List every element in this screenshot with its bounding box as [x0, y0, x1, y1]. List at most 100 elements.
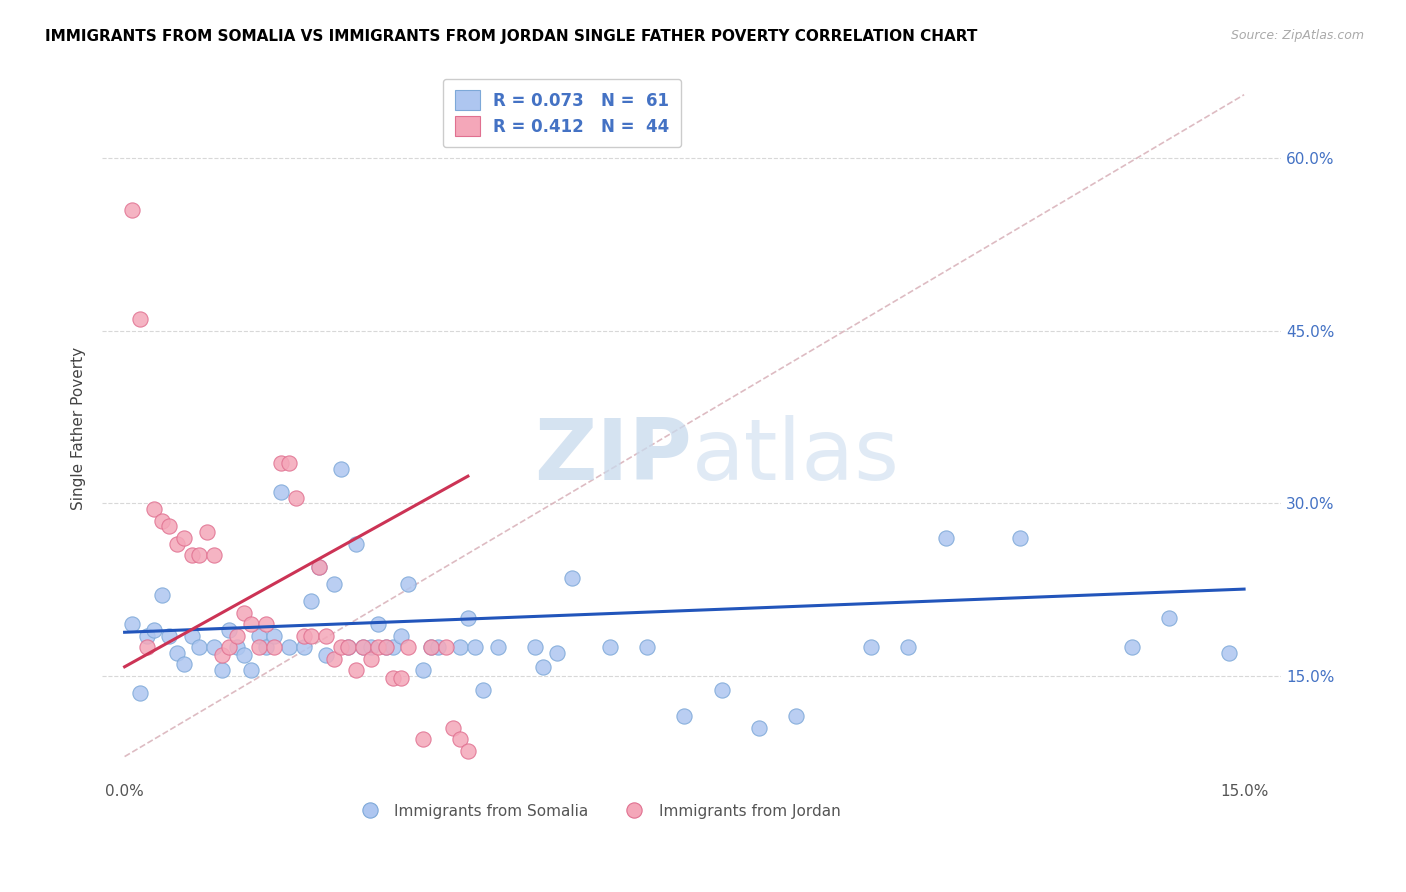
Point	[195, 525, 218, 540]
Point	[360, 640, 382, 655]
Point	[531, 660, 554, 674]
Point	[419, 640, 441, 655]
Point	[218, 623, 240, 637]
Point	[859, 640, 882, 655]
Point	[121, 202, 143, 217]
Point	[157, 629, 180, 643]
Point	[785, 709, 807, 723]
Point	[225, 629, 247, 643]
Point	[277, 456, 299, 470]
Point	[202, 640, 225, 655]
Point	[254, 617, 277, 632]
Point	[486, 640, 509, 655]
Point	[374, 640, 396, 655]
Point	[292, 629, 315, 643]
Point	[367, 617, 389, 632]
Point	[308, 559, 330, 574]
Point	[344, 536, 367, 550]
Point	[180, 629, 202, 643]
Point	[188, 640, 211, 655]
Point	[150, 589, 173, 603]
Point	[322, 577, 344, 591]
Point	[136, 640, 159, 655]
Point	[315, 629, 337, 643]
Point	[1218, 646, 1240, 660]
Y-axis label: Single Father Poverty: Single Father Poverty	[72, 347, 86, 510]
Point	[389, 671, 412, 685]
Point	[748, 721, 770, 735]
Point	[352, 640, 374, 655]
Text: atlas: atlas	[692, 415, 900, 498]
Point	[710, 682, 733, 697]
Point	[337, 640, 360, 655]
Point	[419, 640, 441, 655]
Point	[180, 548, 202, 562]
Point	[211, 648, 233, 663]
Point	[166, 646, 188, 660]
Point	[382, 640, 405, 655]
Point	[352, 640, 374, 655]
Point	[233, 648, 256, 663]
Point	[128, 686, 150, 700]
Point	[935, 531, 957, 545]
Point	[330, 640, 353, 655]
Point	[292, 640, 315, 655]
Point	[270, 484, 292, 499]
Point	[240, 617, 263, 632]
Point	[121, 617, 143, 632]
Point	[471, 682, 494, 697]
Point	[382, 671, 405, 685]
Point	[233, 606, 256, 620]
Point	[367, 640, 389, 655]
Point	[434, 640, 457, 655]
Point	[449, 640, 471, 655]
Point	[449, 732, 471, 747]
Point	[263, 640, 285, 655]
Text: Source: ZipAtlas.com: Source: ZipAtlas.com	[1230, 29, 1364, 43]
Point	[524, 640, 547, 655]
Point	[330, 462, 353, 476]
Point	[136, 629, 159, 643]
Point	[315, 648, 337, 663]
Point	[396, 640, 419, 655]
Point	[308, 559, 330, 574]
Point	[427, 640, 450, 655]
Point	[897, 640, 920, 655]
Point	[143, 502, 166, 516]
Point	[599, 640, 621, 655]
Point	[412, 732, 434, 747]
Point	[225, 640, 247, 655]
Point	[1159, 611, 1181, 625]
Point	[344, 663, 367, 677]
Point	[299, 594, 322, 608]
Point	[673, 709, 696, 723]
Point	[389, 629, 412, 643]
Point	[150, 514, 173, 528]
Point	[173, 531, 195, 545]
Point	[636, 640, 658, 655]
Point	[374, 640, 396, 655]
Point	[322, 651, 344, 665]
Point	[188, 548, 211, 562]
Point	[1010, 531, 1032, 545]
Point	[299, 629, 322, 643]
Point	[457, 744, 479, 758]
Point	[166, 536, 188, 550]
Point	[254, 640, 277, 655]
Point	[277, 640, 299, 655]
Text: ZIP: ZIP	[534, 415, 692, 498]
Point	[218, 640, 240, 655]
Point	[128, 312, 150, 326]
Point	[240, 663, 263, 677]
Legend: Immigrants from Somalia, Immigrants from Jordan: Immigrants from Somalia, Immigrants from…	[349, 797, 846, 824]
Point	[247, 629, 270, 643]
Point	[337, 640, 360, 655]
Point	[247, 640, 270, 655]
Point	[441, 721, 464, 735]
Point	[1121, 640, 1143, 655]
Point	[270, 456, 292, 470]
Point	[396, 577, 419, 591]
Point	[285, 491, 308, 505]
Point	[143, 623, 166, 637]
Point	[157, 519, 180, 533]
